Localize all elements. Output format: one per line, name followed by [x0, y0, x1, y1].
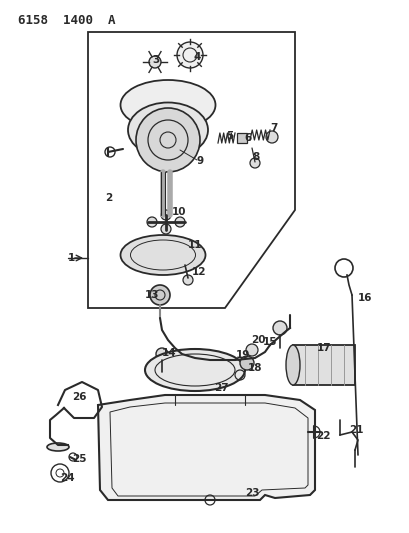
Circle shape [175, 217, 184, 227]
Text: 27: 27 [213, 383, 228, 393]
Text: 17: 17 [316, 343, 331, 353]
Circle shape [147, 217, 157, 227]
Text: 26: 26 [72, 392, 86, 402]
Text: 14: 14 [162, 348, 176, 358]
Circle shape [272, 321, 286, 335]
Circle shape [265, 131, 277, 143]
Text: 20: 20 [250, 335, 265, 345]
Circle shape [136, 108, 200, 172]
Text: 21: 21 [348, 425, 363, 435]
Text: 5: 5 [225, 131, 233, 141]
Text: 6: 6 [243, 133, 251, 143]
Text: 4: 4 [193, 52, 201, 62]
Text: 9: 9 [196, 156, 204, 166]
Text: 23: 23 [245, 488, 259, 498]
Circle shape [182, 275, 193, 285]
Ellipse shape [145, 349, 245, 391]
Text: 2: 2 [105, 193, 112, 203]
Text: 19: 19 [236, 350, 250, 360]
Text: 15: 15 [262, 337, 277, 347]
Text: 18: 18 [247, 363, 262, 373]
Text: 12: 12 [191, 267, 206, 277]
Polygon shape [98, 395, 314, 500]
Circle shape [155, 348, 168, 360]
Circle shape [150, 285, 170, 305]
Circle shape [245, 344, 257, 356]
Text: 25: 25 [72, 454, 86, 464]
Text: 3: 3 [152, 55, 159, 65]
Ellipse shape [285, 345, 299, 385]
Polygon shape [292, 345, 354, 385]
Text: 6158  1400  A: 6158 1400 A [18, 14, 115, 27]
Text: 8: 8 [252, 152, 258, 162]
Ellipse shape [120, 235, 205, 275]
Ellipse shape [128, 102, 207, 157]
Text: 22: 22 [315, 431, 330, 441]
Circle shape [239, 356, 254, 370]
Text: 7: 7 [270, 123, 277, 133]
Bar [236, 133, 246, 143]
Text: 11: 11 [188, 240, 202, 250]
Text: 10: 10 [172, 207, 186, 217]
Ellipse shape [47, 443, 69, 451]
Circle shape [148, 56, 161, 68]
Text: 1: 1 [68, 253, 75, 263]
Circle shape [177, 42, 202, 68]
Circle shape [161, 224, 171, 234]
Circle shape [249, 158, 259, 168]
Text: 16: 16 [357, 293, 372, 303]
Text: 13: 13 [145, 290, 159, 300]
Circle shape [161, 210, 171, 220]
Ellipse shape [120, 80, 215, 130]
Text: 24: 24 [60, 473, 74, 483]
